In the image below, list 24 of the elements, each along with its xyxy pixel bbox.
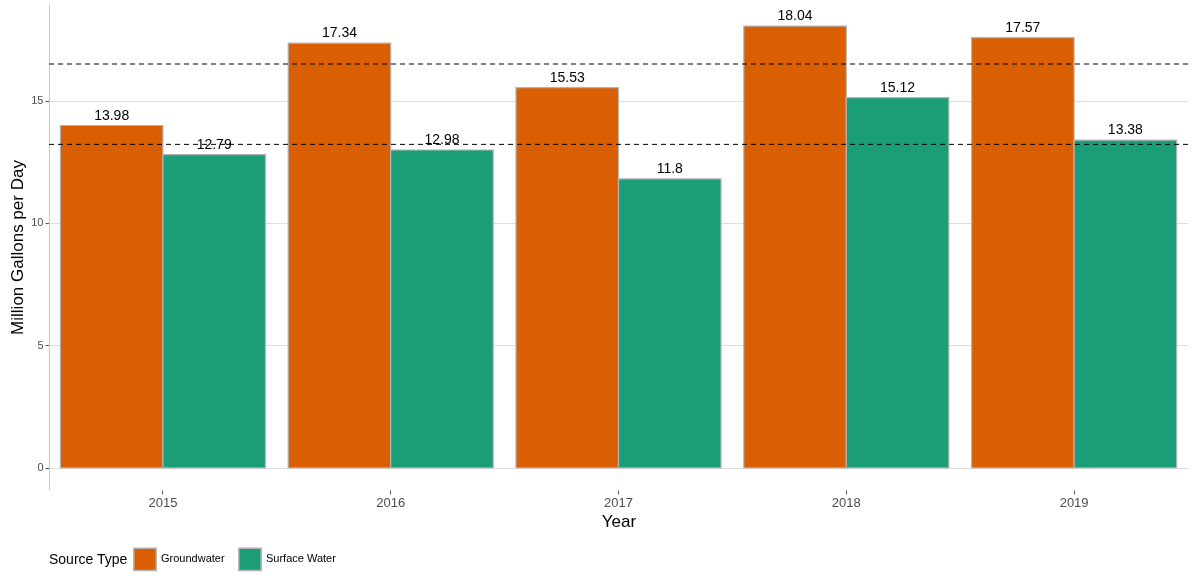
x-tick-label: 2018 [831, 494, 861, 510]
x-tick-label: 2019 [1059, 494, 1089, 510]
data-label: 15.53 [549, 68, 585, 85]
x-tick-label: 2015 [148, 494, 178, 510]
legend-label: Surface Water [266, 552, 337, 565]
x-tick-label: 2016 [376, 494, 406, 510]
y-tick-label: 5 [37, 338, 44, 351]
data-label: 12.98 [424, 131, 460, 147]
legend-label: Groundwater [161, 552, 225, 565]
data-label: 13.38 [1107, 121, 1144, 138]
legend-title: Source Type [49, 551, 128, 567]
data-label: 12.79 [196, 135, 232, 152]
x-tick-label: 2017 [604, 494, 633, 510]
data-label: 13.98 [94, 106, 130, 123]
data-label: 17.57 [1005, 18, 1041, 35]
data-label: 18.04 [777, 7, 813, 24]
data-label: 17.34 [321, 24, 358, 41]
y-tick-label: 15 [31, 94, 44, 107]
data-label: 11.8 [656, 159, 684, 176]
y-axis-title: Million Gallons per Day [8, 159, 28, 335]
y-tick-label: 0 [37, 461, 44, 474]
data-label: 15.12 [880, 78, 916, 95]
y-tick-label: 10 [31, 216, 44, 229]
x-axis-title: Year [601, 511, 637, 531]
